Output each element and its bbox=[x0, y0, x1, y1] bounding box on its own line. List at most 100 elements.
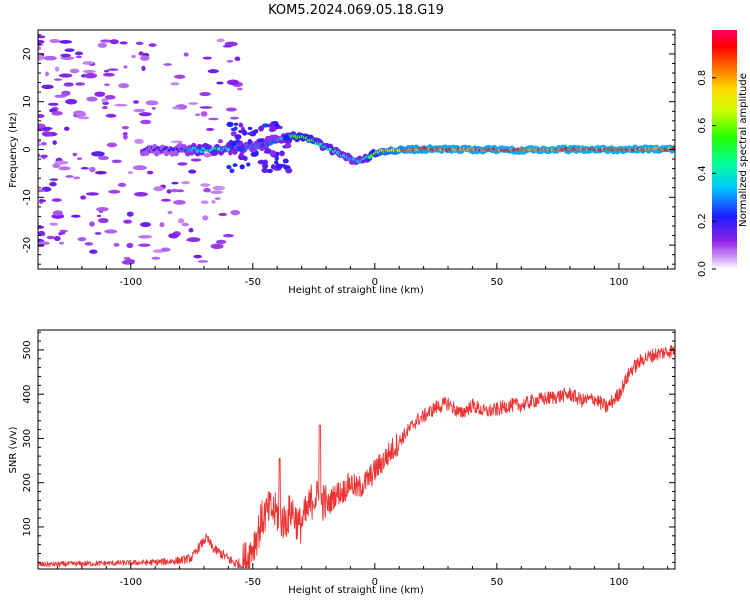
heatmap-noise-cell bbox=[210, 190, 224, 195]
heatmap-noise-cell bbox=[96, 207, 109, 212]
heatmap-noise-cell bbox=[86, 96, 98, 102]
heatmap-noise-cell bbox=[146, 170, 154, 175]
heatmap-scatter-cell bbox=[260, 142, 265, 149]
heatmap-noise-cell bbox=[53, 78, 63, 81]
heatmap-noise-cell bbox=[131, 54, 136, 59]
heatmap-noise-cell bbox=[38, 35, 46, 39]
heatmap-noise-cell bbox=[208, 117, 219, 121]
heatmap-noise-cell bbox=[126, 242, 134, 249]
heatmap-noise-cell bbox=[109, 39, 119, 45]
heatmap-noise-cell bbox=[41, 154, 47, 160]
heatmap-noise-cell bbox=[138, 51, 144, 56]
x-tick-label: -100 bbox=[119, 277, 142, 288]
heatmap-noise-cell bbox=[210, 243, 224, 249]
heatmap-scatter-cell bbox=[267, 168, 273, 174]
heatmap-noise-cell bbox=[190, 158, 202, 162]
heatmap-noise-cell bbox=[103, 69, 110, 73]
heatmap-noise-cell bbox=[61, 231, 66, 235]
heatmap-noise-cell bbox=[52, 140, 57, 145]
heatmap-noise-cell bbox=[58, 166, 71, 171]
heatmap-noise-cell bbox=[121, 84, 129, 88]
heatmap-scatter-cell bbox=[230, 142, 237, 147]
x-tick-label: 0 bbox=[372, 277, 378, 288]
heatmap-noise-cell bbox=[75, 55, 83, 59]
heatmap-noise-cell bbox=[177, 218, 185, 224]
heatmap-noise-cell bbox=[160, 198, 171, 202]
heatmap-noise-cell bbox=[54, 66, 60, 72]
heatmap-noise-cell bbox=[138, 234, 153, 239]
colorbar-label: Normalized spectral amplitude bbox=[738, 73, 749, 227]
heatmap-scatter-cell bbox=[282, 158, 289, 164]
heatmap-ylabel: Frequency (Hz) bbox=[8, 112, 19, 188]
heatmap-noise-cell bbox=[39, 199, 47, 203]
heatmap-noise-cell bbox=[38, 123, 46, 129]
heatmap-noise-cell bbox=[127, 171, 133, 175]
heatmap-scatter-cell bbox=[226, 121, 234, 128]
heatmap-noise-cell bbox=[171, 181, 179, 185]
heatmap-scatter-cell bbox=[226, 164, 232, 170]
heatmap-noise-cell bbox=[222, 44, 233, 48]
heatmap-noise-cell bbox=[72, 152, 78, 157]
heatmap-noise-cell bbox=[41, 84, 54, 90]
heatmap-noise-cell bbox=[197, 260, 209, 263]
heatmap-scatter-cell bbox=[279, 150, 285, 157]
y-tick-label: 500 bbox=[22, 340, 33, 359]
heatmap-noise-cell bbox=[100, 39, 112, 43]
heatmap-noise-cell bbox=[49, 222, 59, 226]
heatmap-noise-cell bbox=[75, 111, 87, 117]
heatmap-noise-cell bbox=[216, 38, 225, 43]
heatmap-noise-cell bbox=[170, 140, 183, 143]
heatmap-noise-cell bbox=[89, 221, 95, 227]
heatmap-scatter-cell bbox=[284, 143, 292, 149]
heatmap-noise-cell bbox=[97, 214, 102, 218]
heatmap-noise-cell bbox=[212, 185, 226, 191]
heatmap-noise-cell bbox=[200, 111, 208, 117]
heatmap-noise-cell bbox=[58, 73, 73, 78]
snr-panel: -100 -50 0 50 100 100 200 300 400 500 Height of … bbox=[8, 329, 676, 596]
heatmap-noise-cell bbox=[38, 153, 41, 158]
heatmap-noise-cell bbox=[38, 46, 42, 51]
y-tick-label: -10 bbox=[22, 189, 33, 205]
heatmap-noise-cell bbox=[177, 162, 188, 166]
y-tick-label: 100 bbox=[22, 517, 33, 536]
heatmap-noise-cell bbox=[163, 63, 173, 66]
heatmap-noise-cell bbox=[46, 235, 55, 240]
heatmap-noise-cell bbox=[148, 43, 157, 47]
heatmap-noise-cell bbox=[84, 242, 94, 246]
heatmap-noise-cell bbox=[51, 111, 63, 116]
heatmap-noise-cell bbox=[61, 90, 71, 96]
heatmap-noise-cell bbox=[105, 113, 117, 118]
heatmap-scatter-cell bbox=[232, 163, 238, 168]
heatmap-scatter-cell bbox=[233, 126, 238, 130]
heatmap-noise-cell bbox=[60, 56, 75, 61]
heatmap-noise-cell bbox=[54, 160, 69, 165]
heatmap-noise-cell bbox=[52, 210, 63, 216]
heatmap-noise-cell bbox=[222, 234, 235, 238]
heatmap-noise-cell bbox=[91, 151, 105, 157]
heatmap-noise-cell bbox=[134, 138, 144, 144]
heatmap-noise-cell bbox=[85, 192, 99, 196]
y-tick-label: 400 bbox=[22, 385, 33, 404]
heatmap-noise-cell bbox=[173, 74, 186, 79]
figure-title: KOM5.2024.069.05.18.G19 bbox=[268, 3, 444, 18]
heatmap-noise-cell bbox=[216, 81, 224, 85]
heatmap-ridge-cell bbox=[269, 141, 275, 145]
heatmap-noise-cell bbox=[229, 116, 239, 120]
heatmap-scatter-cell bbox=[282, 134, 290, 141]
heatmap-scatter-cell bbox=[264, 147, 271, 152]
heatmap-noise-cell bbox=[188, 169, 197, 174]
heatmap-noise-cell bbox=[199, 106, 213, 109]
snr-y-ticks: 100 200 300 400 500 bbox=[22, 331, 675, 563]
heatmap-noise-cell bbox=[119, 41, 128, 45]
heatmap-noise-cell bbox=[141, 65, 146, 71]
heatmap-noise-cell bbox=[104, 95, 116, 100]
heatmap-noise-cell bbox=[38, 55, 45, 61]
heatmap-noise-cell bbox=[65, 98, 78, 105]
heatmap-noise-cell bbox=[168, 233, 179, 239]
heatmap-noise-cell bbox=[132, 100, 140, 104]
heatmap-noise-cell bbox=[97, 155, 109, 161]
heatmap-noise-cell bbox=[49, 181, 57, 187]
snr-xlabel: Height of straight line (km) bbox=[288, 585, 424, 596]
